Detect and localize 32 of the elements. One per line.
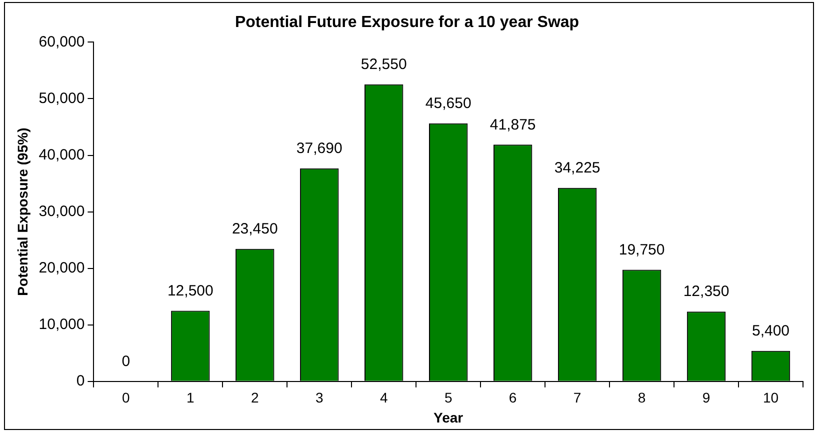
x-tick-label: 0: [122, 390, 130, 406]
x-tick-label: 1: [186, 390, 195, 406]
x-tick-label: 2: [250, 390, 259, 406]
x-tick-label: 9: [702, 390, 710, 406]
x-tick-label: 7: [573, 390, 582, 406]
x-tick-label: 3: [315, 390, 324, 406]
x-tick-label: 6: [508, 390, 517, 406]
data-label: 12,500: [167, 282, 214, 300]
y-tick-label: 30,000: [38, 202, 85, 220]
data-label: 12,350: [683, 283, 730, 300]
x-tick-label: 8: [638, 390, 646, 406]
data-label: 19,750: [618, 241, 665, 258]
data-label: 23,450: [232, 220, 278, 238]
y-tick-label: 50,000: [38, 90, 85, 107]
y-tick-label: 40,000: [38, 146, 85, 164]
data-label: 34,225: [554, 160, 600, 177]
data-label: 52,550: [360, 56, 407, 73]
chart-title: Potential Future Exposure for a 10 year Swap: [234, 14, 580, 32]
y-tick-label: 60,000: [38, 33, 85, 50]
y-tick-label: 10,000: [38, 316, 85, 334]
data-label: 5,400: [752, 322, 790, 340]
y-tick-label: 0: [76, 372, 85, 390]
data-label: 37,690: [296, 140, 342, 157]
x-tick-label: 10: [762, 390, 779, 406]
data-label: 41,875: [490, 116, 536, 134]
data-label: 45,650: [425, 94, 472, 112]
x-axis-title: Year: [434, 409, 464, 426]
x-tick-label: 5: [444, 390, 452, 406]
y-axis-title: Potential Exposure (95%): [14, 128, 30, 296]
data-label: 0: [122, 353, 130, 370]
x-tick-label: 4: [380, 390, 388, 406]
y-tick-label: 20,000: [38, 259, 85, 276]
